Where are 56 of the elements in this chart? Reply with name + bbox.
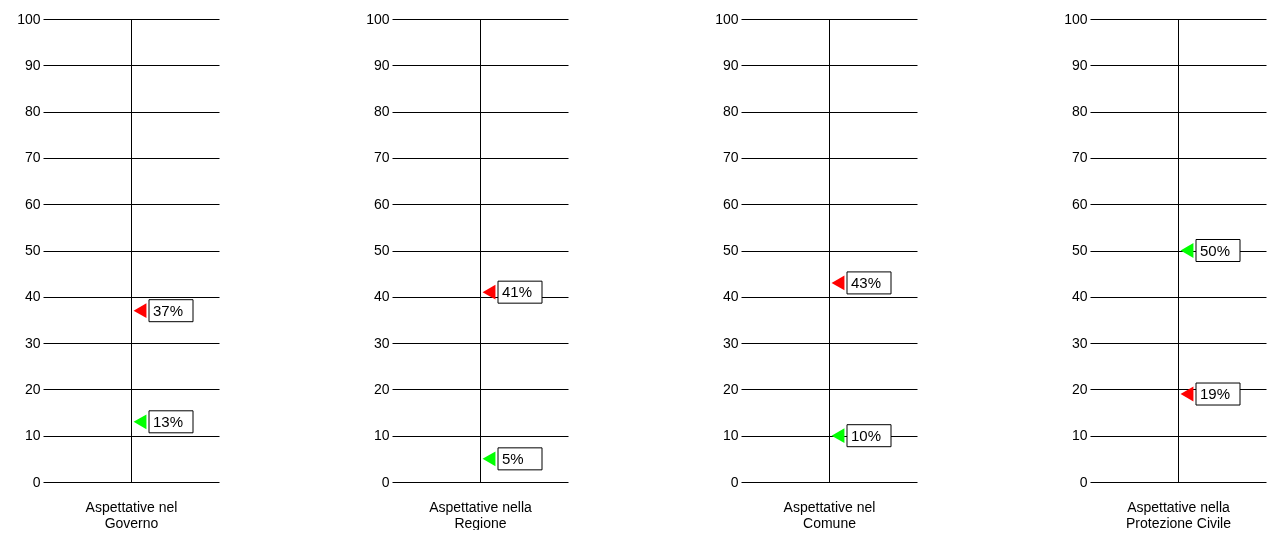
data-label: 50% [1200, 241, 1231, 259]
y-tick-label: 90 [722, 56, 739, 73]
y-tick-label: 100 [1064, 10, 1088, 27]
y-tick-label: 40 [1071, 288, 1088, 305]
y-tick-label: 60 [722, 195, 739, 212]
y-tick-label: 40 [373, 288, 390, 305]
y-tick-label: 0 [1079, 473, 1088, 490]
y-tick-label: 50 [373, 242, 390, 258]
y-tick-label: 20 [373, 380, 390, 397]
y-tick-label: 30 [373, 334, 390, 351]
data-label: 13% [153, 412, 184, 430]
x-axis-title: Aspettative nella Protezione Civile [1125, 498, 1232, 531]
y-tick-label: 100 [17, 10, 41, 27]
y-tick-label: 10 [24, 427, 41, 444]
y-tick-label: 50 [24, 242, 41, 258]
y-tick-label: 20 [722, 380, 739, 397]
y-tick-label: 70 [1071, 149, 1088, 166]
y-tick-label: 70 [722, 149, 739, 166]
y-tick-label: 0 [381, 473, 390, 490]
y-tick-label: 10 [722, 427, 739, 444]
y-tick-label: 100 [715, 10, 739, 27]
x-axis-title: Aspettative nel Comune [783, 498, 876, 531]
y-tick-label: 40 [24, 288, 41, 305]
data-label: 19% [1200, 385, 1231, 403]
y-tick-label: 80 [1071, 103, 1088, 120]
y-tick-label: 20 [24, 380, 41, 397]
y-tick-label: 80 [373, 103, 390, 120]
y-tick-label: 90 [373, 56, 390, 73]
y-tick-label: 90 [1071, 56, 1088, 73]
y-tick-label: 40 [722, 288, 739, 305]
y-tick-label: 60 [1071, 195, 1088, 212]
y-tick-label: 0 [32, 473, 41, 490]
y-tick-label: 30 [1071, 334, 1088, 351]
data-label: 10% [851, 426, 882, 444]
y-tick-label: 60 [24, 195, 41, 212]
y-tick-label: 50 [722, 242, 739, 258]
y-tick-label: 10 [1071, 427, 1088, 444]
data-label: 5% [502, 449, 524, 467]
data-label: 43% [851, 273, 882, 291]
y-tick-label: 20 [1071, 380, 1088, 397]
y-tick-label: 0 [730, 473, 739, 490]
data-label: 41% [502, 283, 533, 301]
y-tick-label: 30 [722, 334, 739, 351]
y-tick-label: 80 [722, 103, 739, 120]
y-tick-label: 90 [24, 56, 41, 73]
x-axis-title: Aspettative nel Governo [85, 498, 178, 531]
y-tick-label: 10 [373, 427, 390, 444]
y-tick-label: 100 [366, 10, 390, 27]
y-tick-label: 70 [373, 149, 390, 166]
y-tick-label: 70 [24, 149, 41, 166]
y-tick-label: 50 [1071, 242, 1088, 258]
y-tick-label: 60 [373, 195, 390, 212]
data-label: 37% [153, 301, 184, 319]
x-axis-title: Aspettative nella Regione [429, 498, 533, 531]
y-tick-label: 80 [24, 103, 41, 120]
y-tick-label: 30 [24, 334, 41, 351]
